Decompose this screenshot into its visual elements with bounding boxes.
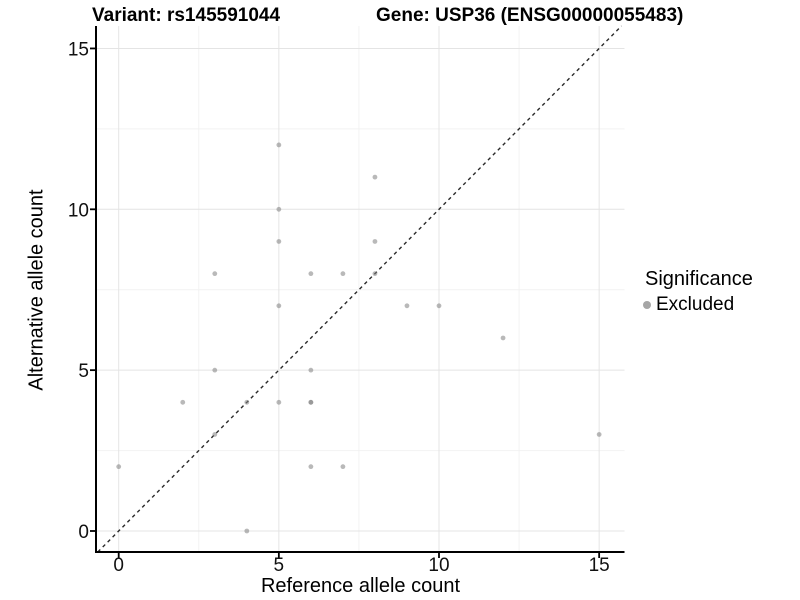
y-tick-label: 0 <box>78 522 89 543</box>
data-point <box>340 271 346 277</box>
x-tick-label: 5 <box>274 555 285 576</box>
excluded-point-icon <box>643 301 651 309</box>
data-point <box>500 335 506 341</box>
data-point <box>308 271 314 277</box>
data-point <box>596 432 602 437</box>
y-tick-label: 5 <box>78 361 89 382</box>
variant-title: Variant: rs145591044 <box>92 5 281 26</box>
data-point <box>372 239 378 244</box>
data-point <box>276 303 282 309</box>
legend-item-excluded: Excluded <box>643 294 753 316</box>
data-point <box>372 174 378 180</box>
data-point <box>436 303 442 309</box>
legend-item-label: Excluded <box>656 294 735 315</box>
x-tick-label: 0 <box>113 555 124 576</box>
data-point <box>276 399 282 405</box>
data-point <box>116 464 122 470</box>
x-axis-label: Reference allele count <box>260 575 460 597</box>
y-tick-label: 10 <box>68 200 89 221</box>
data-point <box>180 399 186 405</box>
data-point <box>212 367 218 373</box>
data-point <box>372 271 378 277</box>
data-point <box>276 142 282 148</box>
gene-title: Gene: USP36 (ENSG00000055483) <box>376 5 684 26</box>
legend-title: Significance <box>645 268 753 290</box>
legend: Significance Excluded <box>643 268 753 316</box>
data-point <box>244 399 250 405</box>
data-point <box>212 432 218 437</box>
x-tick-label: 15 <box>589 555 610 576</box>
data-point <box>276 206 282 212</box>
data-point <box>276 239 282 244</box>
y-axis-label: Alternative allele count <box>25 189 48 391</box>
data-point <box>340 464 346 470</box>
x-tick-label: 10 <box>428 555 449 576</box>
data-point <box>244 528 250 534</box>
data-point <box>212 271 218 277</box>
identity-line <box>97 25 622 553</box>
data-point <box>308 464 314 470</box>
data-point <box>404 303 410 309</box>
data-point <box>308 367 314 373</box>
y-tick-label: 15 <box>68 39 89 60</box>
data-point <box>308 399 314 405</box>
